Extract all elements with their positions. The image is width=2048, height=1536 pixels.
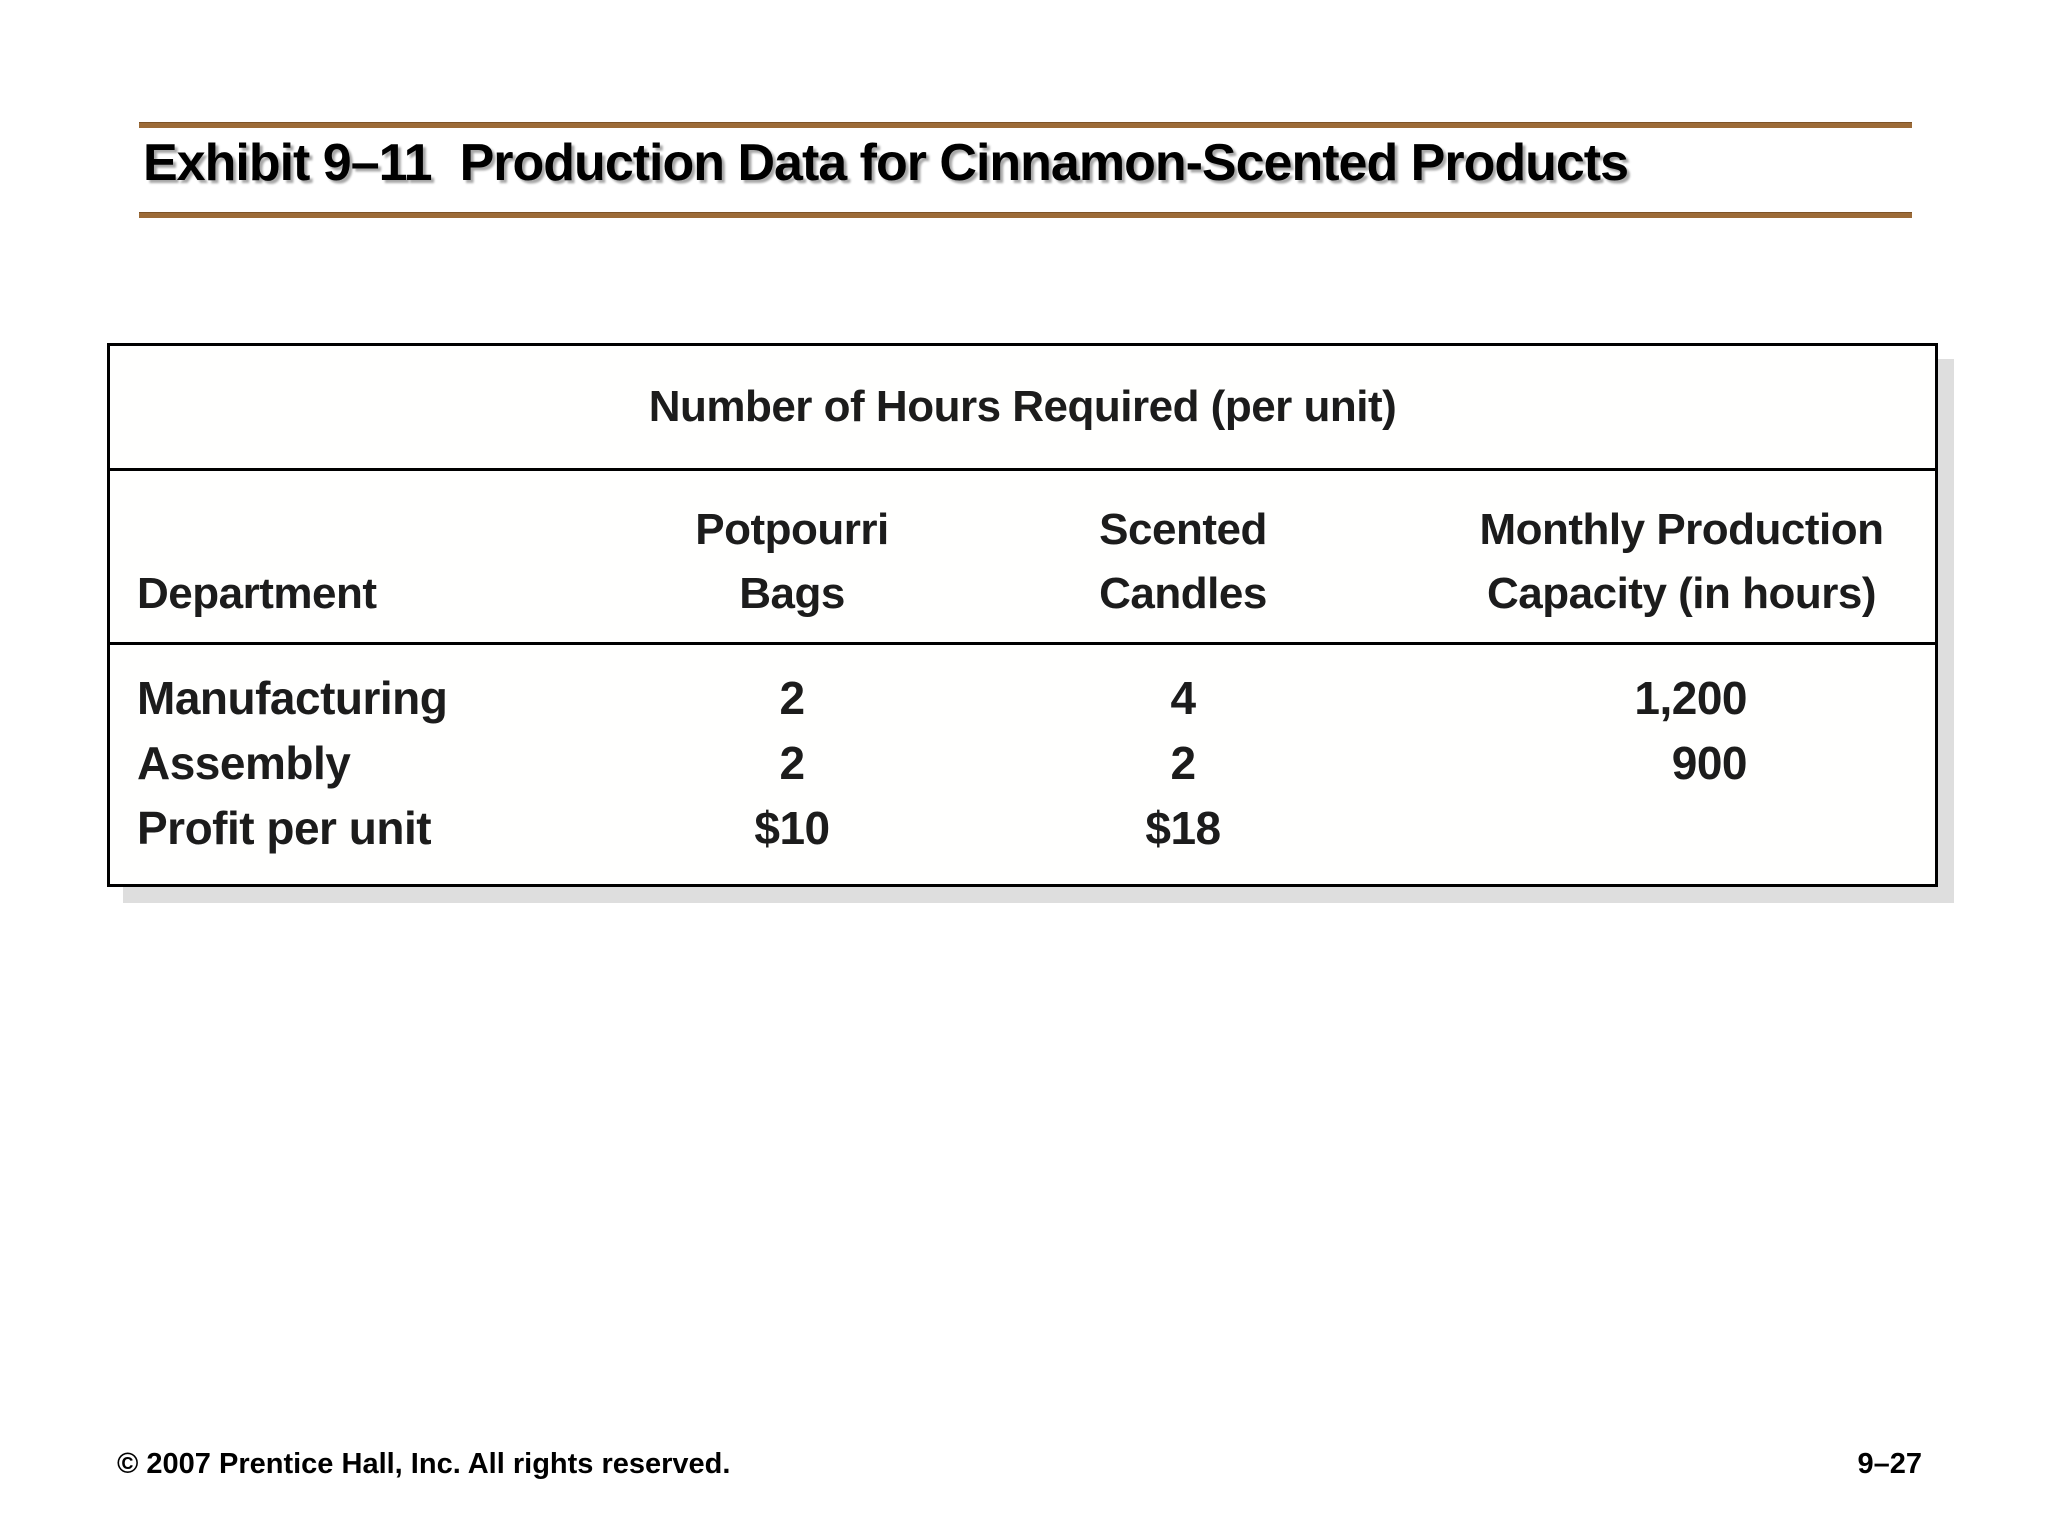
cell-potpourri-hours: 2: [779, 671, 805, 724]
title-rule-top: [139, 122, 1912, 128]
cell-capacity: 900: [1671, 736, 1748, 789]
exhibit-label: Exhibit 9–11: [143, 134, 433, 192]
page-title: Exhibit 9–11 Production Data for Cinnamon…: [143, 134, 1903, 192]
cell-potpourri-profit: $10: [754, 801, 830, 854]
title-rule-bottom: [139, 212, 1912, 218]
table-row-profit-per-unit: Profit per unit $10 $18: [110, 795, 1935, 860]
column-header-potpourri-bags: Potpourri Bags: [695, 505, 889, 618]
column-header-scented-candles: Scented Candles: [1099, 505, 1267, 618]
title-text: Production Data for Cinnamon-Scented Pro…: [459, 134, 1629, 192]
page-number: 9–27: [1857, 1448, 1922, 1480]
cell-capacity: 1,200: [1634, 671, 1747, 724]
row-label: Profit per unit: [137, 801, 432, 854]
table-caption: Number of Hours Required (per unit): [648, 382, 1397, 431]
cell-potpourri-hours: 2: [779, 736, 805, 789]
column-header-department: Department: [137, 569, 377, 618]
table-header-row: Department Potpourri Bags Scented Candle…: [110, 471, 1935, 645]
table-row-manufacturing: Manufacturing 2 4 1,200: [110, 665, 1935, 730]
row-label: Manufacturing: [137, 671, 448, 724]
cell-candles-hours: 4: [1170, 671, 1196, 724]
production-data-table: Number of Hours Required (per unit) Depa…: [107, 343, 1938, 887]
column-header-monthly-capacity: Monthly Production Capacity (in hours): [1479, 505, 1884, 618]
table-caption-row: Number of Hours Required (per unit): [110, 346, 1935, 471]
cell-candles-profit: $18: [1145, 801, 1221, 854]
cell-candles-hours: 2: [1170, 736, 1196, 789]
table-row-assembly: Assembly 2 2 900: [110, 730, 1935, 795]
table-body: Manufacturing 2 4 1,200 Assembly 2 2 900…: [110, 645, 1935, 860]
row-label: Assembly: [137, 736, 351, 789]
copyright-notice: © 2007 Prentice Hall, Inc. All rights re…: [117, 1448, 731, 1480]
